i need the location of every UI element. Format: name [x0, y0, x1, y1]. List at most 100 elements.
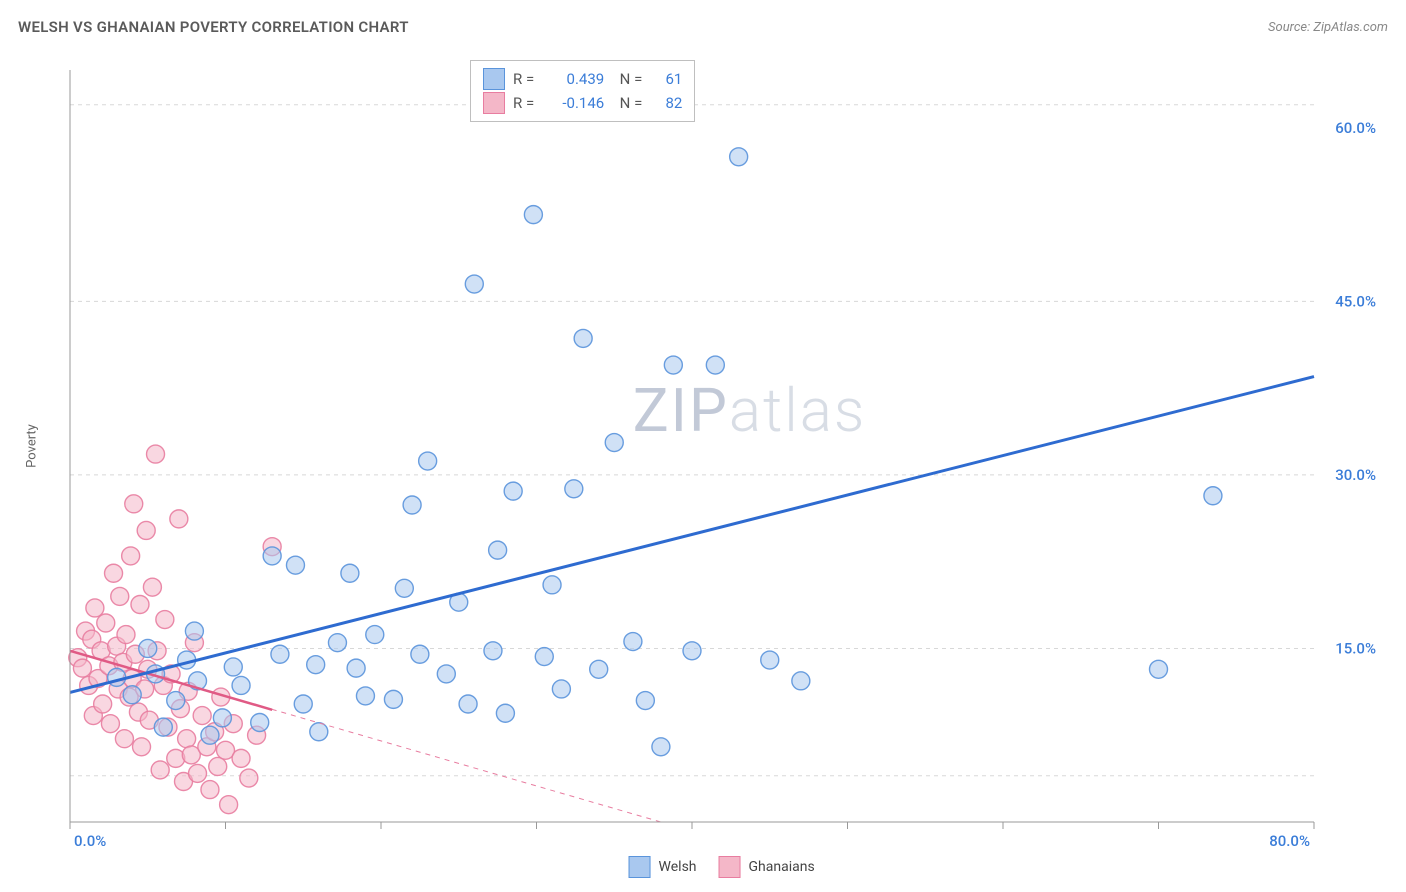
- scatter-point: [328, 634, 346, 652]
- r-label: R =: [513, 67, 534, 91]
- n-label: N =: [612, 91, 642, 115]
- scatter-point: [341, 564, 359, 582]
- scatter-point: [504, 482, 522, 500]
- scatter-point: [73, 659, 91, 677]
- r-label: R =: [513, 91, 534, 115]
- scatter-point: [156, 611, 174, 629]
- scatter-point: [193, 707, 211, 725]
- scatter-point: [706, 356, 724, 374]
- scatter-point: [761, 651, 779, 669]
- scatter-point: [574, 329, 592, 347]
- scatter-point: [170, 510, 188, 528]
- y-axis-label: Poverty: [24, 424, 39, 468]
- legend-swatch: [629, 856, 651, 878]
- scatter-point: [624, 633, 642, 651]
- scatter-point: [240, 769, 258, 787]
- scatter-point: [209, 757, 227, 775]
- scatter-point: [535, 648, 553, 666]
- scatter-point: [123, 686, 141, 704]
- scatter-point: [590, 660, 608, 678]
- chart-title: WELSH VS GHANAIAN POVERTY CORRELATION CH…: [18, 18, 409, 36]
- scatter-point: [131, 595, 149, 613]
- r-value: -0.146: [542, 91, 604, 115]
- svg-text:60.0%: 60.0%: [1335, 119, 1376, 137]
- scatter-point: [605, 434, 623, 452]
- scatter-point: [220, 796, 238, 814]
- scatter-point: [101, 715, 119, 733]
- scatter-point: [411, 645, 429, 663]
- scatter-point: [133, 738, 151, 756]
- scatter-point: [117, 626, 135, 644]
- scatter-point: [366, 626, 384, 644]
- scatter-point: [122, 547, 140, 565]
- legend-item[interactable]: Ghanaians: [719, 856, 815, 878]
- r-value: 0.439: [542, 67, 604, 91]
- scatter-point: [1150, 660, 1168, 678]
- scatter-point: [263, 547, 281, 565]
- scatter-point: [419, 452, 437, 470]
- scatter-point: [395, 579, 413, 597]
- svg-text:80.0%: 80.0%: [1269, 832, 1310, 850]
- scatter-point: [459, 695, 477, 713]
- scatter-point: [105, 564, 123, 582]
- source-label: Source: ZipAtlas.com: [1268, 20, 1388, 35]
- scatter-point: [271, 645, 289, 663]
- scatter-point: [224, 658, 242, 676]
- scatter-point: [167, 692, 185, 710]
- scatter-point: [86, 599, 104, 617]
- scatter-point: [496, 704, 514, 722]
- scatter-point: [94, 695, 112, 713]
- svg-text:30.0%: 30.0%: [1335, 466, 1376, 484]
- scatter-point: [730, 148, 748, 166]
- scatter-point: [552, 680, 570, 698]
- scatter-point: [437, 665, 455, 683]
- scatter-point: [154, 718, 172, 736]
- scatter-point: [232, 676, 250, 694]
- scatter-point: [137, 521, 155, 539]
- scatter-point: [251, 714, 269, 732]
- stats-legend-row: R = 0.439 N = 61: [483, 67, 682, 91]
- scatter-point: [178, 730, 196, 748]
- scatter-point: [1204, 487, 1222, 505]
- scatter-point: [484, 642, 502, 660]
- n-value: 61: [650, 67, 682, 91]
- scatter-point: [356, 687, 374, 705]
- scatter-point: [232, 749, 250, 767]
- scatter-point: [201, 781, 219, 799]
- scatter-point: [143, 578, 161, 596]
- svg-text:15.0%: 15.0%: [1335, 639, 1376, 657]
- scatter-point: [115, 730, 133, 748]
- scatter-point: [465, 275, 483, 293]
- legend-swatch: [719, 856, 741, 878]
- scatter-point: [147, 445, 165, 463]
- scatter-point: [185, 622, 203, 640]
- scatter-point: [565, 480, 583, 498]
- scatter-point: [489, 541, 507, 559]
- stats-legend: R = 0.439 N = 61R = -0.146 N = 82: [470, 60, 695, 122]
- scatter-point: [683, 642, 701, 660]
- scatter-plot: 0.0% 80.0% 15.0% 30.0% 45.0% 60.0%: [52, 58, 1386, 852]
- scatter-point: [664, 356, 682, 374]
- scatter-point: [636, 692, 654, 710]
- legend-swatch: [483, 92, 505, 114]
- svg-text:45.0%: 45.0%: [1335, 292, 1376, 310]
- scatter-point: [524, 206, 542, 224]
- scatter-point: [384, 690, 402, 708]
- scatter-point: [139, 639, 157, 657]
- scatter-point: [294, 695, 312, 713]
- legend-item[interactable]: Welsh: [629, 856, 697, 878]
- scatter-point: [151, 761, 169, 779]
- scatter-point: [125, 495, 143, 513]
- scatter-point: [403, 496, 421, 514]
- scatter-point: [97, 614, 115, 632]
- n-label: N =: [612, 67, 642, 91]
- scatter-point: [307, 656, 325, 674]
- legend-label: Ghanaians: [749, 859, 815, 875]
- stats-legend-row: R = -0.146 N = 82: [483, 91, 682, 115]
- scatter-point: [189, 764, 207, 782]
- scatter-point: [792, 672, 810, 690]
- scatter-point: [310, 723, 328, 741]
- series-legend: Welsh Ghanaians: [629, 856, 815, 878]
- svg-text:0.0%: 0.0%: [74, 832, 106, 850]
- scatter-point: [201, 726, 219, 744]
